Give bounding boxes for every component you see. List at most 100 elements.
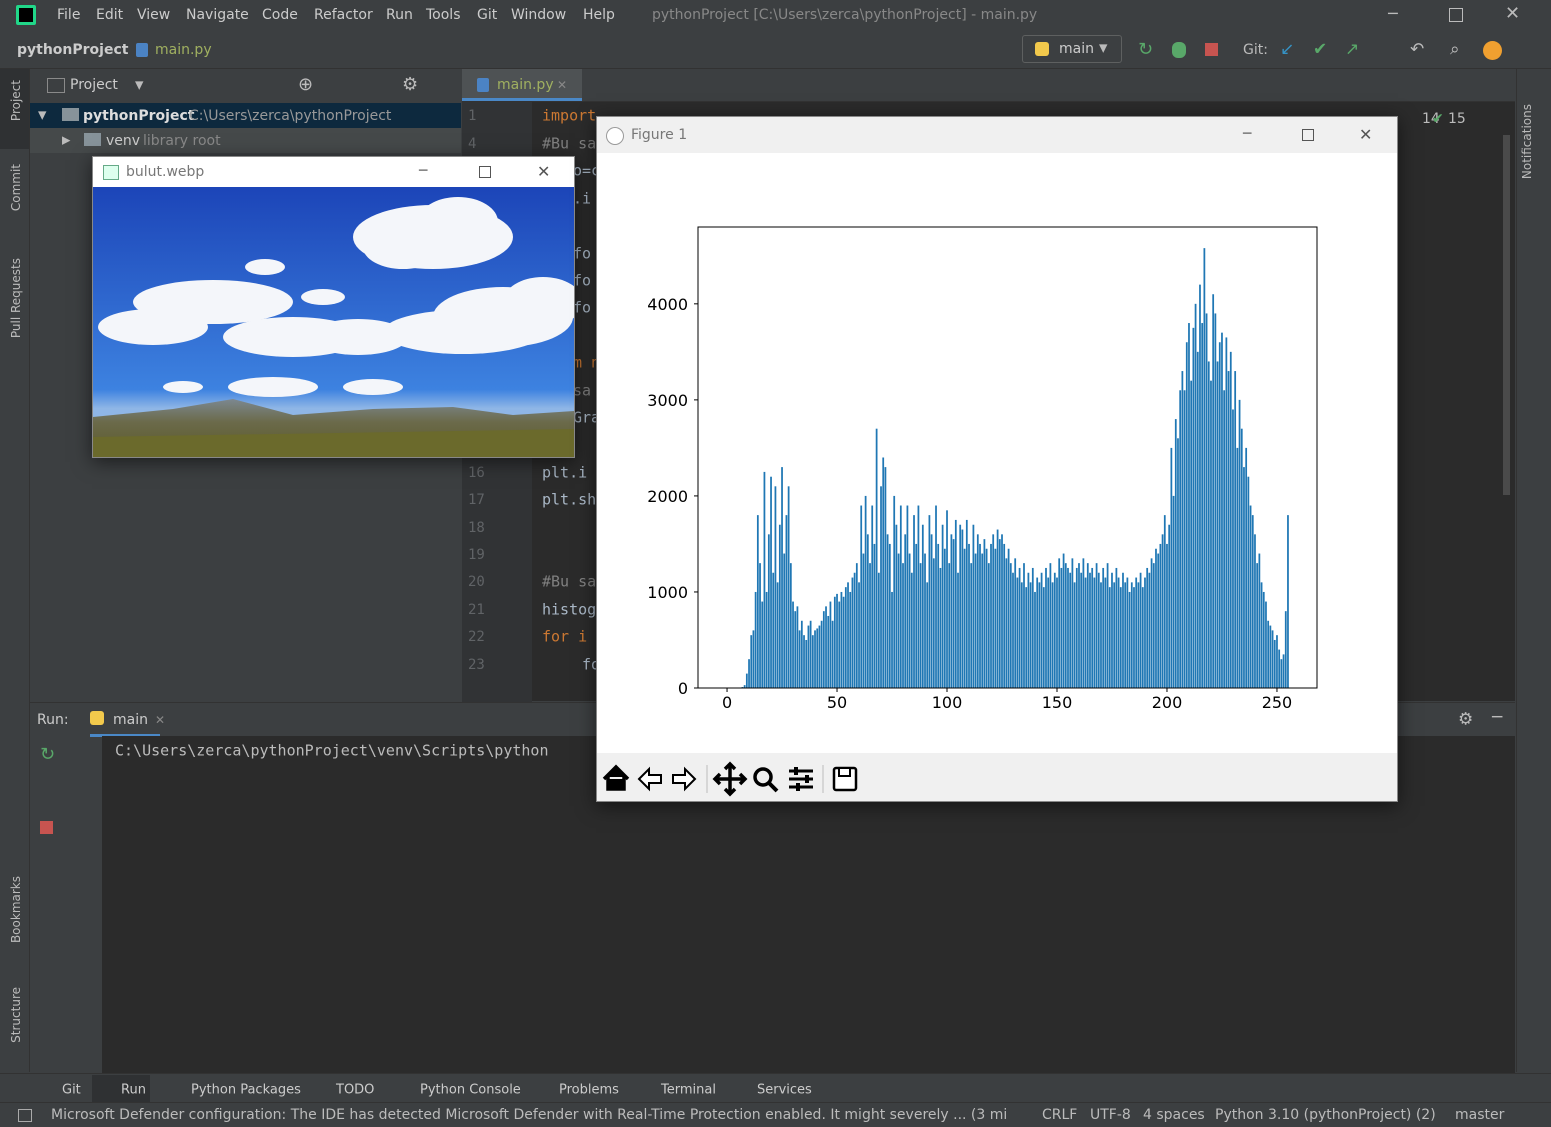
- tab-close[interactable]: ✕: [557, 78, 568, 92]
- stripe-pull-requests[interactable]: Pull Requests: [9, 258, 23, 339]
- menu-item[interactable]: Edit: [96, 7, 124, 23]
- tool-tab[interactable]: TODO: [336, 1082, 375, 1098]
- x-tick-label: 0: [722, 693, 732, 712]
- minimize[interactable]: ─: [1243, 126, 1252, 142]
- tool-tab[interactable]: Terminal: [661, 1082, 716, 1098]
- tool-tab[interactable]: Python Packages: [191, 1082, 301, 1098]
- checks-count[interactable]: 15: [1448, 111, 1466, 127]
- update-badge[interactable]: [1483, 41, 1502, 60]
- bar: [1001, 534, 1003, 688]
- stripe-commit[interactable]: Commit: [9, 164, 23, 212]
- figure-toolbar: [602, 761, 858, 797]
- run-tab[interactable]: main: [113, 712, 148, 728]
- menu-item[interactable]: Run: [386, 7, 413, 23]
- close[interactable]: ✕: [537, 162, 551, 181]
- bar: [1029, 582, 1032, 688]
- rerun[interactable]: ↻: [1138, 39, 1154, 60]
- stripe-project[interactable]: Project: [9, 80, 23, 122]
- zoom[interactable]: [753, 767, 779, 793]
- bar: [1282, 654, 1285, 688]
- code-fragment: fo: [573, 271, 592, 290]
- tool-tab[interactable]: Run: [121, 1082, 146, 1098]
- run-tab-close[interactable]: ✕: [155, 713, 166, 727]
- git-commit[interactable]: ✔: [1313, 39, 1328, 60]
- indent[interactable]: 4 spaces: [1143, 1107, 1205, 1123]
- locate[interactable]: ⊕: [298, 74, 314, 95]
- bar: [1203, 248, 1206, 689]
- search[interactable]: ⌕: [1450, 39, 1460, 60]
- x-tick-label: 200: [1152, 693, 1183, 712]
- minimize[interactable]: ─: [419, 163, 428, 179]
- bar: [943, 548, 946, 688]
- bar: [798, 630, 801, 688]
- settings[interactable]: ⚙: [402, 74, 419, 95]
- pan[interactable]: [712, 761, 748, 797]
- tree-root[interactable]: pythonProject: [83, 108, 195, 124]
- stop[interactable]: [40, 821, 53, 834]
- git-push[interactable]: ↗: [1345, 39, 1360, 60]
- nav-project[interactable]: pythonProject: [17, 42, 129, 58]
- dropdown[interactable]: ▼: [135, 78, 144, 92]
- bar: [1093, 577, 1096, 688]
- menu-item[interactable]: View: [137, 7, 171, 23]
- run-hide[interactable]: ─: [1492, 707, 1503, 728]
- menu-item[interactable]: Code: [262, 7, 298, 23]
- bar: [957, 572, 959, 688]
- minimize[interactable]: ─: [1388, 4, 1398, 23]
- bar: [1159, 543, 1162, 688]
- run-config[interactable]: main ▼: [1022, 35, 1122, 63]
- rollback[interactable]: ↶: [1410, 39, 1425, 60]
- bar: [1053, 572, 1056, 688]
- menu-item[interactable]: Git: [477, 7, 498, 23]
- close[interactable]: ✕: [1359, 125, 1373, 144]
- back[interactable]: [637, 766, 662, 792]
- encoding[interactable]: UTF-8: [1090, 1107, 1131, 1123]
- stripe-structure[interactable]: Structure: [9, 987, 23, 1043]
- interpreter[interactable]: Python 3.10 (pythonProject) (2): [1215, 1107, 1436, 1123]
- home[interactable]: [602, 764, 630, 791]
- menu-item[interactable]: Help: [583, 7, 615, 23]
- stripe-bookmarks[interactable]: Bookmarks: [9, 876, 23, 944]
- stop[interactable]: [1205, 43, 1218, 56]
- stripe-notifications[interactable]: Notifications: [1520, 104, 1534, 180]
- close[interactable]: ✕: [1505, 3, 1521, 24]
- expand-arrow[interactable]: ▼: [38, 108, 47, 122]
- status-message[interactable]: Microsoft Defender configuration: The ID…: [51, 1108, 1006, 1122]
- menu-item[interactable]: Tools: [426, 7, 461, 23]
- window-title: pythonProject [C:\Users\zerca\pythonProj…: [652, 7, 1038, 23]
- code-line: #Bu sa: [542, 134, 596, 153]
- menu-item[interactable]: Navigate: [186, 7, 249, 23]
- save[interactable]: [832, 766, 858, 792]
- tool-tab[interactable]: Services: [757, 1082, 812, 1098]
- rerun[interactable]: ↻: [40, 744, 56, 765]
- project-title[interactable]: Project: [70, 77, 118, 93]
- configure[interactable]: [789, 767, 813, 791]
- menu-item[interactable]: File: [57, 7, 81, 23]
- bar: [1133, 587, 1135, 688]
- bar: [1201, 323, 1204, 688]
- editor-tab[interactable]: [462, 69, 582, 101]
- maximize[interactable]: [479, 166, 491, 178]
- menu-item[interactable]: Refactor: [314, 7, 373, 23]
- code-fragment: sa: [573, 381, 592, 400]
- maximize[interactable]: [1302, 129, 1314, 141]
- tool-tab[interactable]: Git: [62, 1082, 81, 1098]
- tree-venv[interactable]: venv: [106, 133, 141, 149]
- editor-tab-name[interactable]: main.py: [497, 77, 554, 93]
- maximize[interactable]: [1449, 8, 1463, 22]
- tool-tab[interactable]: Python Console: [420, 1082, 521, 1098]
- collapse-arrow[interactable]: ▶: [62, 133, 71, 147]
- forward[interactable]: [672, 766, 697, 792]
- warnings-count[interactable]: 14: [1422, 111, 1440, 127]
- git-update[interactable]: ↙: [1280, 39, 1295, 60]
- nav-file[interactable]: main.py: [155, 42, 212, 58]
- scrollbar[interactable]: [1503, 135, 1510, 495]
- debug[interactable]: [1172, 42, 1186, 58]
- bar: [814, 630, 816, 688]
- menu-item[interactable]: Window: [511, 7, 567, 23]
- run-settings[interactable]: ⚙: [1458, 709, 1474, 730]
- branch[interactable]: master: [1455, 1107, 1505, 1123]
- bar: [1009, 563, 1012, 688]
- tool-tab[interactable]: Problems: [559, 1082, 619, 1098]
- line-separator[interactable]: CRLF: [1042, 1107, 1078, 1123]
